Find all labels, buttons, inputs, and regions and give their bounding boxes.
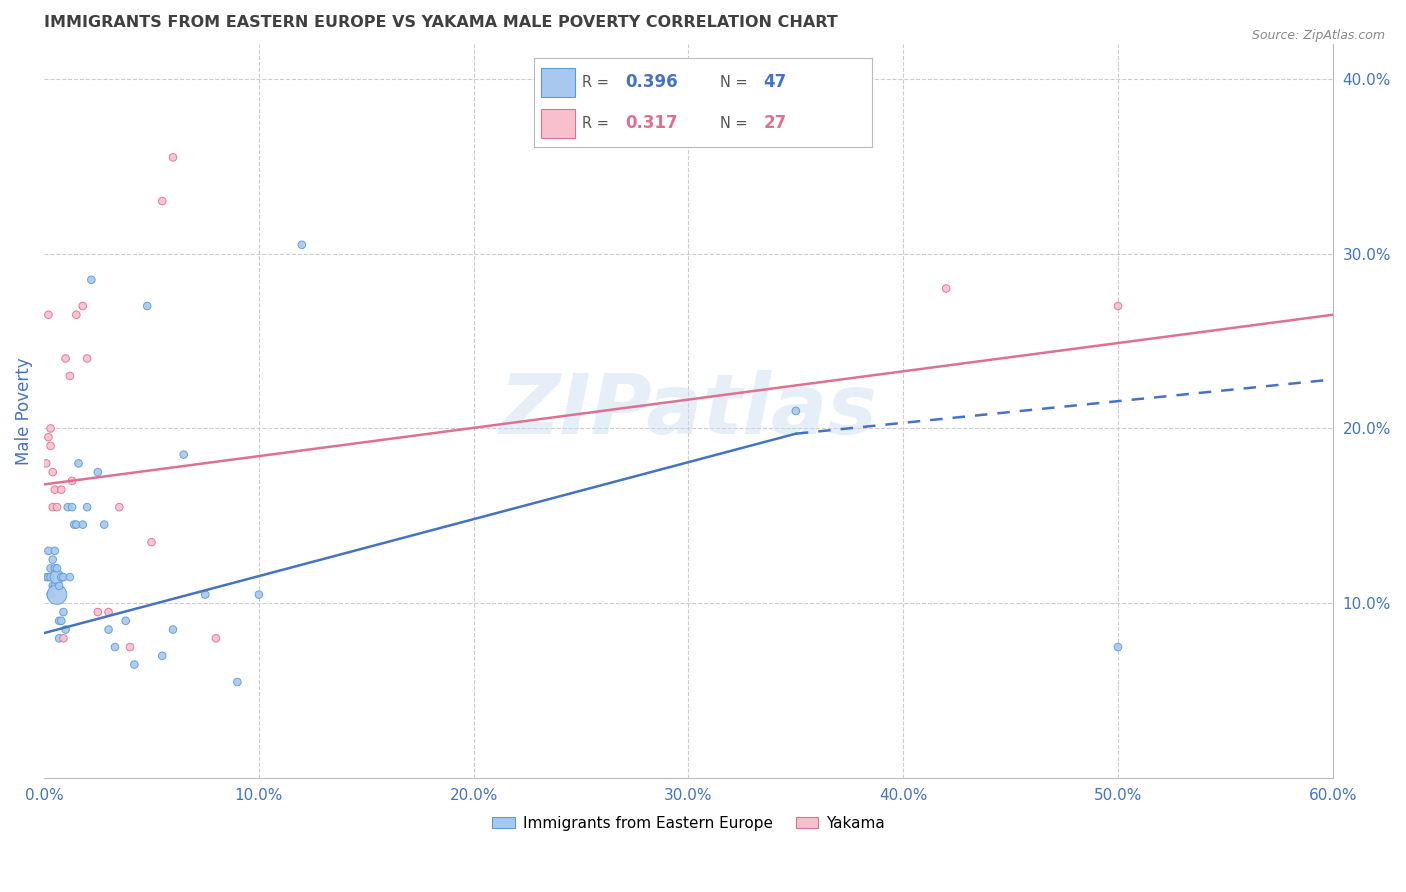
Point	[39, 561, 62, 575]
Point	[59, 368, 82, 383]
Point	[37, 544, 59, 558]
Point	[44, 544, 66, 558]
Point	[108, 500, 131, 515]
Point	[162, 623, 184, 637]
Point	[60, 474, 83, 488]
Point	[37, 308, 59, 322]
Point	[97, 623, 120, 637]
Point	[80, 273, 103, 287]
Point	[39, 439, 62, 453]
Point	[67, 457, 90, 471]
Point	[41, 579, 63, 593]
Point	[44, 561, 66, 575]
Bar	[541, 68, 575, 97]
Point	[39, 421, 62, 435]
Point	[52, 605, 75, 619]
Point	[87, 605, 110, 619]
Point	[51, 483, 73, 497]
Point	[37, 570, 59, 584]
Point	[93, 517, 115, 532]
Point	[46, 570, 69, 584]
Point	[48, 632, 70, 646]
Point	[785, 404, 807, 418]
Point	[76, 500, 98, 515]
Point	[194, 588, 217, 602]
Point	[55, 623, 77, 637]
Bar	[541, 109, 575, 138]
Point	[72, 299, 94, 313]
Text: 47: 47	[763, 73, 787, 91]
Point	[59, 570, 82, 584]
Point	[87, 465, 110, 479]
Point	[1107, 640, 1129, 654]
Point	[39, 570, 62, 584]
Point	[39, 588, 62, 602]
Point	[46, 561, 69, 575]
Point	[48, 579, 70, 593]
Y-axis label: Male Poverty: Male Poverty	[15, 357, 32, 465]
Text: 0.396: 0.396	[626, 73, 678, 91]
Point	[150, 194, 173, 208]
Point	[72, 517, 94, 532]
Point	[35, 457, 58, 471]
Point	[56, 500, 79, 515]
Point	[1107, 299, 1129, 313]
Text: 27: 27	[763, 114, 787, 132]
Point	[935, 281, 957, 295]
Point	[46, 500, 69, 515]
Point	[52, 632, 75, 646]
Text: Source: ZipAtlas.com: Source: ZipAtlas.com	[1251, 29, 1385, 42]
Point	[44, 483, 66, 497]
Point	[51, 570, 73, 584]
Point	[226, 675, 249, 690]
Point	[52, 570, 75, 584]
Point	[65, 517, 87, 532]
Point	[114, 614, 136, 628]
Text: R =: R =	[582, 75, 613, 89]
Point	[173, 448, 195, 462]
Point	[97, 605, 120, 619]
Text: ZIPatlas: ZIPatlas	[499, 370, 877, 451]
Point	[48, 614, 70, 628]
Point	[41, 465, 63, 479]
Point	[247, 588, 270, 602]
Point	[63, 517, 86, 532]
Text: N =: N =	[720, 116, 752, 130]
Text: IMMIGRANTS FROM EASTERN EUROPE VS YAKAMA MALE POVERTY CORRELATION CHART: IMMIGRANTS FROM EASTERN EUROPE VS YAKAMA…	[44, 15, 838, 30]
Point	[141, 535, 163, 549]
Point	[35, 570, 58, 584]
Point	[55, 351, 77, 366]
Point	[150, 648, 173, 663]
Point	[205, 632, 228, 646]
Point	[162, 150, 184, 164]
Point	[76, 351, 98, 366]
Point	[37, 430, 59, 444]
Point	[124, 657, 146, 672]
Text: N =: N =	[720, 75, 752, 89]
Text: R =: R =	[582, 116, 613, 130]
Text: 0.317: 0.317	[626, 114, 678, 132]
Point	[136, 299, 159, 313]
Point	[41, 500, 63, 515]
Point	[104, 640, 127, 654]
Point	[291, 237, 314, 252]
Point	[46, 588, 69, 602]
Point	[51, 614, 73, 628]
Point	[60, 500, 83, 515]
Point	[41, 552, 63, 566]
Point	[118, 640, 141, 654]
Legend: Immigrants from Eastern Europe, Yakama: Immigrants from Eastern Europe, Yakama	[486, 809, 891, 837]
Point	[65, 308, 87, 322]
Point	[44, 579, 66, 593]
